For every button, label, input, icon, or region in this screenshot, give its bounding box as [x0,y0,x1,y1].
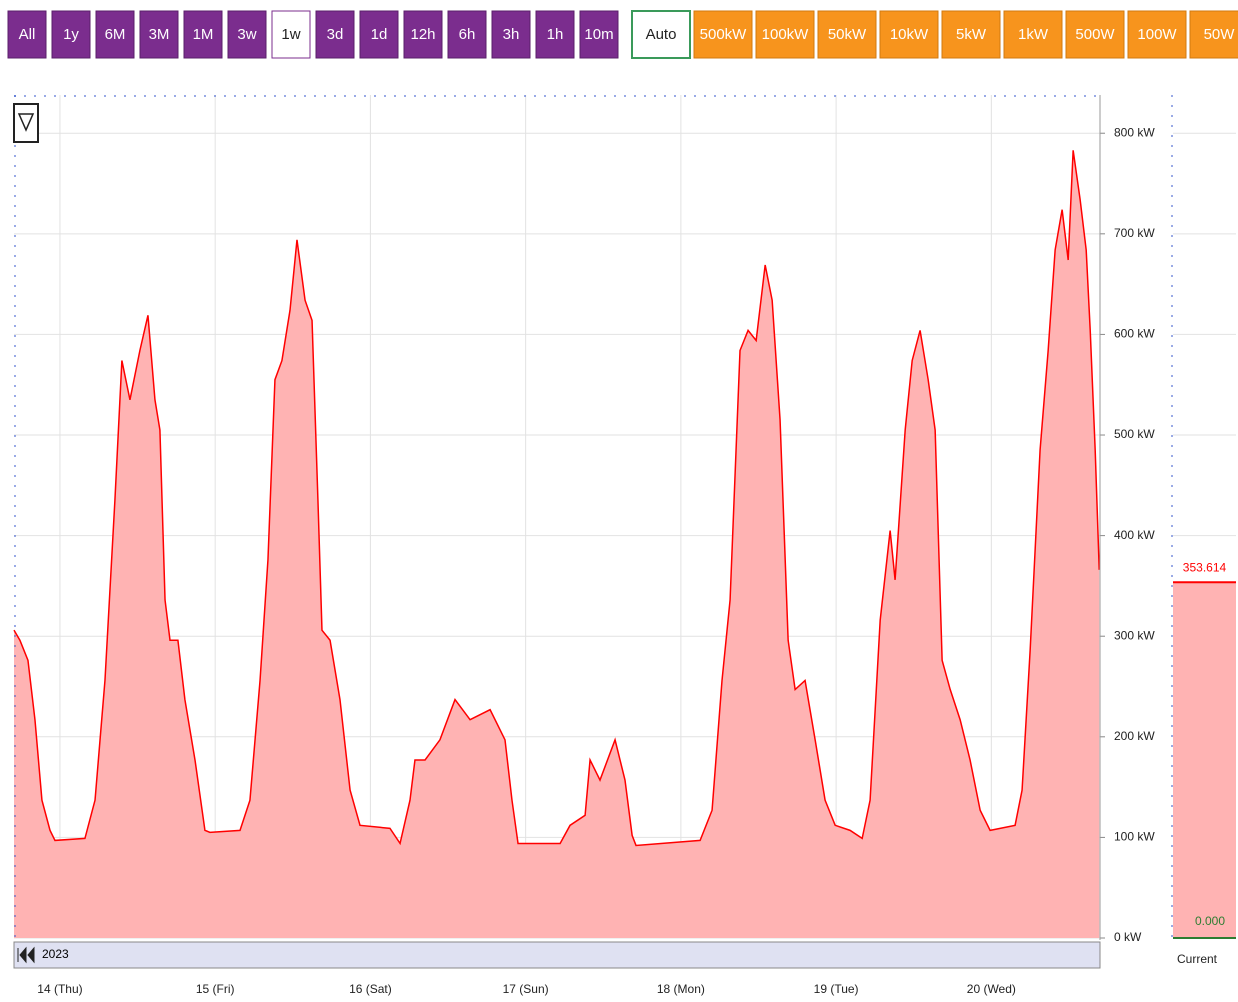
range-button[interactable] [403,10,443,59]
range-button-label[interactable]: All [19,26,36,43]
current-baseline-label: 0.000 [1195,914,1225,928]
scale-button[interactable] [941,10,1001,59]
scale-button-label[interactable]: 50W [1204,26,1236,43]
scale-button-label[interactable]: 10kW [890,26,929,43]
y-tick-label: 0 kW [1114,930,1142,944]
range-button-label[interactable]: 6M [105,26,126,43]
scale-button[interactable] [1127,10,1187,59]
range-button-label[interactable]: 6h [459,26,476,43]
scale-button[interactable] [817,10,877,59]
y-tick-label: 200 kW [1114,729,1155,743]
range-button-label[interactable]: 12h [410,26,435,43]
y-tick-label: 700 kW [1114,226,1155,240]
scale-button-label[interactable]: 100W [1137,26,1177,43]
current-label: Current [1177,952,1218,966]
scale-button-label[interactable]: 500W [1075,26,1115,43]
scale-button[interactable] [1003,10,1063,59]
scale-button[interactable] [755,10,815,59]
x-tick-label: 17 (Sun) [503,982,549,996]
x-tick-label: 16 (Sat) [349,982,392,996]
scale-button-label[interactable]: Auto [646,26,677,43]
range-button[interactable] [51,10,91,59]
scale-button-label[interactable]: 50kW [828,26,867,43]
range-button-label[interactable]: 1y [63,26,79,43]
range-button[interactable] [579,10,619,59]
range-button[interactable] [139,10,179,59]
range-button[interactable] [315,10,355,59]
range-button-label[interactable]: 3h [503,26,520,43]
filter-button[interactable] [13,103,39,143]
navigator[interactable] [13,941,1101,969]
scale-button-label[interactable]: 1kW [1018,26,1049,43]
range-button-label[interactable]: 1d [371,26,388,43]
scale-button-label[interactable]: 5kW [956,26,987,43]
range-button-label[interactable]: 1M [193,26,214,43]
current-bar [1173,582,1236,938]
filter-icon [17,113,35,132]
x-tick-label: 14 (Thu) [37,982,82,996]
range-button-label[interactable]: 10m [584,26,613,43]
scale-button[interactable] [631,10,691,59]
x-tick-label: 15 (Fri) [196,982,235,996]
y-tick-label: 800 kW [1114,125,1155,139]
x-tick-label: 18 (Mon) [657,982,705,996]
range-button-label[interactable]: 1h [547,26,564,43]
range-button-label[interactable]: 3d [327,26,344,43]
scale-button[interactable] [693,10,753,59]
range-button[interactable] [7,10,47,59]
y-tick-label: 500 kW [1114,427,1155,441]
range-button[interactable] [535,10,575,59]
area-fill [14,150,1100,939]
navigator-arrows[interactable] [17,946,35,964]
y-tick-label: 600 kW [1114,327,1155,341]
range-button[interactable] [447,10,487,59]
scale-button-label[interactable]: 500kW [700,26,748,43]
range-button[interactable] [95,10,135,59]
scale-button[interactable] [1065,10,1125,59]
range-button[interactable] [359,10,399,59]
area-line [13,150,1100,847]
content: All 1y 6M 3M 1M 3w 1w 3d 1d 12h 6h 3h 1h 10m Auto 500kW… [7,10,1238,996]
range-button-label[interactable]: 3w [237,26,256,43]
scale-button[interactable] [879,10,939,59]
scale-button-label[interactable]: 100kW [762,26,810,43]
range-button[interactable] [183,10,223,59]
navigator-label: 2023 [42,947,69,961]
y-tick-label: 300 kW [1114,628,1155,642]
scale-button[interactable] [1189,10,1238,59]
range-button[interactable] [491,10,531,59]
range-button-label[interactable]: 1w [281,26,300,43]
current-value-label: 353.614 [1183,560,1227,574]
y-tick-label: 100 kW [1114,830,1155,844]
range-button-label[interactable]: 3M [149,26,170,43]
x-tick-label: 19 (Tue) [814,982,859,996]
range-button[interactable] [227,10,267,59]
x-tick-label: 20 (Wed) [967,982,1016,996]
y-tick-label: 400 kW [1114,528,1155,542]
range-button[interactable] [271,10,311,59]
